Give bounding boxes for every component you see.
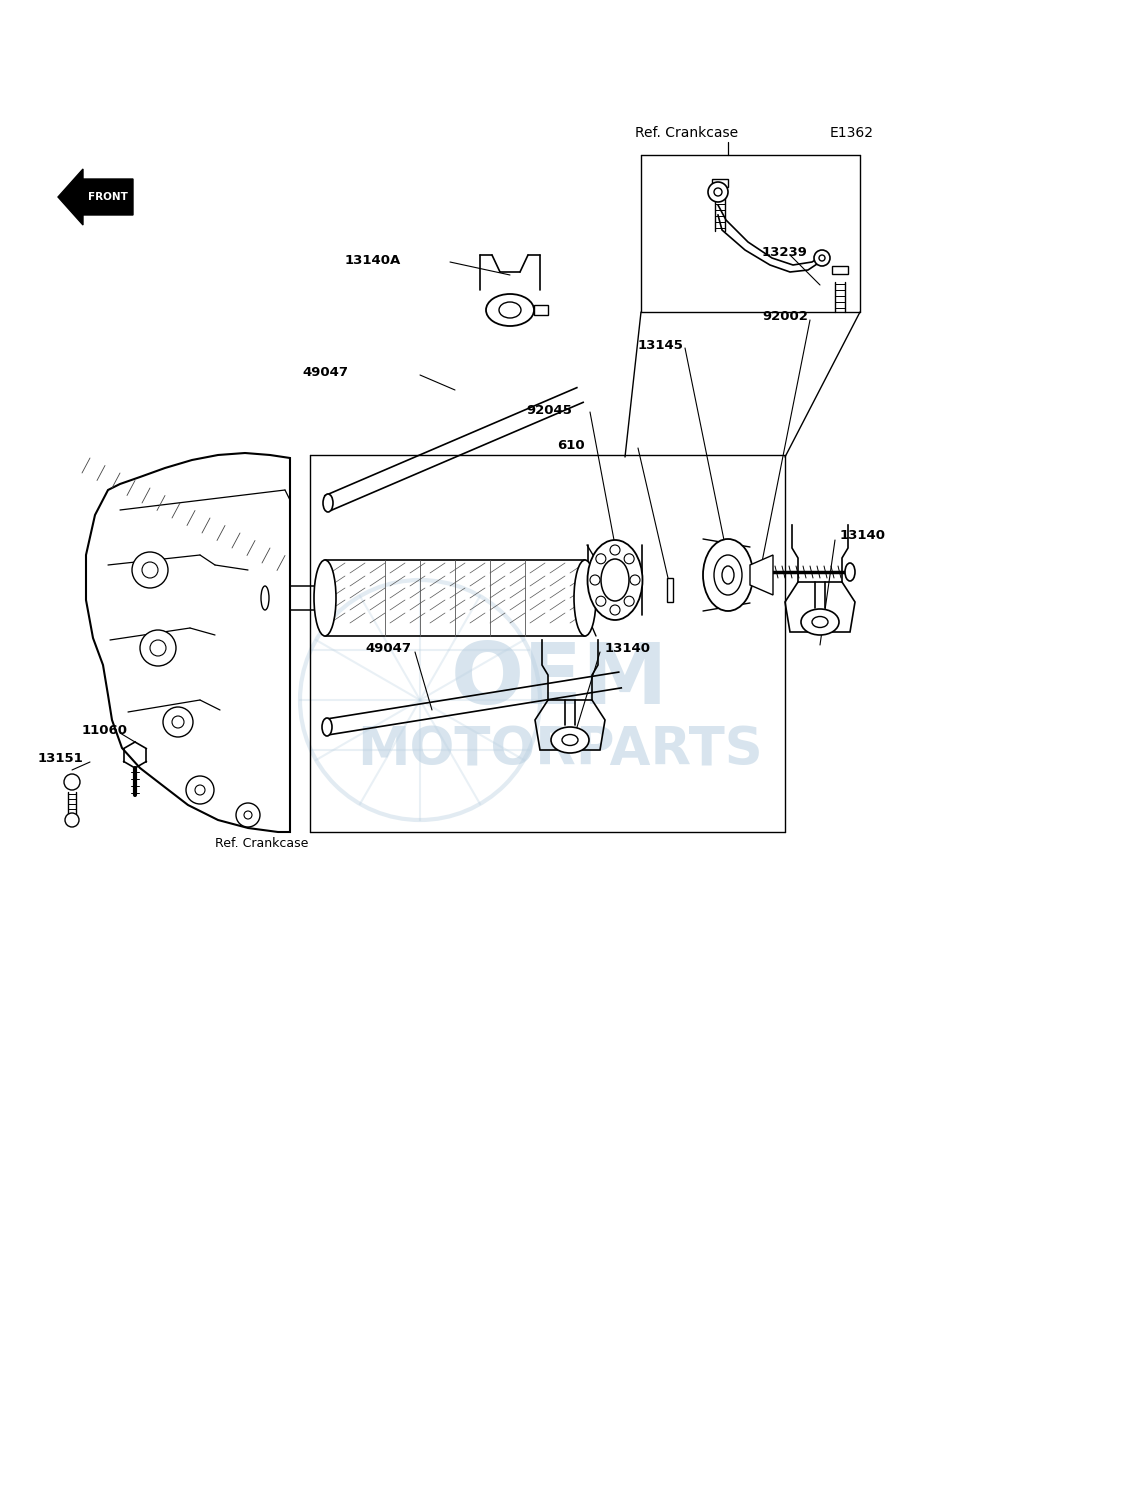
Circle shape xyxy=(172,716,184,728)
Ellipse shape xyxy=(321,717,332,735)
Text: Ref. Crankcase: Ref. Crankcase xyxy=(215,836,309,850)
Ellipse shape xyxy=(563,734,577,746)
Ellipse shape xyxy=(588,540,643,620)
Text: 13140: 13140 xyxy=(605,641,651,654)
Ellipse shape xyxy=(551,726,589,754)
Circle shape xyxy=(596,596,606,606)
Ellipse shape xyxy=(315,560,336,636)
Text: 11060: 11060 xyxy=(82,723,127,737)
Bar xyxy=(832,266,848,275)
Text: Ref. Crankcase: Ref. Crankcase xyxy=(635,126,738,140)
Circle shape xyxy=(142,561,158,578)
Text: 13239: 13239 xyxy=(762,246,808,258)
Circle shape xyxy=(596,554,606,564)
Circle shape xyxy=(610,605,620,615)
Circle shape xyxy=(590,575,600,585)
Bar xyxy=(667,578,673,602)
Ellipse shape xyxy=(812,617,828,627)
Circle shape xyxy=(625,596,634,606)
Circle shape xyxy=(625,554,634,564)
Text: 13151: 13151 xyxy=(38,752,84,764)
Polygon shape xyxy=(86,453,290,832)
Text: 610: 610 xyxy=(557,438,584,452)
Text: FRONT: FRONT xyxy=(88,192,127,203)
Bar xyxy=(712,179,728,188)
Bar xyxy=(534,305,548,315)
Circle shape xyxy=(186,776,214,805)
Text: 13140: 13140 xyxy=(840,528,886,542)
Polygon shape xyxy=(750,555,773,594)
Polygon shape xyxy=(59,170,133,225)
Text: 13140A: 13140A xyxy=(346,254,402,267)
Circle shape xyxy=(630,575,639,585)
Text: 49047: 49047 xyxy=(365,641,411,654)
Ellipse shape xyxy=(602,558,629,600)
Text: OEM: OEM xyxy=(451,638,669,722)
Circle shape xyxy=(236,803,259,827)
Circle shape xyxy=(714,188,722,197)
Ellipse shape xyxy=(486,294,534,326)
Text: 92002: 92002 xyxy=(762,309,808,323)
Ellipse shape xyxy=(323,494,333,512)
Text: 49047: 49047 xyxy=(302,366,348,378)
Circle shape xyxy=(140,630,176,666)
Ellipse shape xyxy=(722,566,734,584)
Circle shape xyxy=(65,814,79,827)
Circle shape xyxy=(132,552,168,588)
Ellipse shape xyxy=(714,555,742,594)
Ellipse shape xyxy=(845,563,855,581)
Text: 13145: 13145 xyxy=(638,339,684,351)
Circle shape xyxy=(64,775,80,790)
Circle shape xyxy=(708,182,728,203)
Ellipse shape xyxy=(574,560,596,636)
Circle shape xyxy=(610,545,620,555)
Circle shape xyxy=(245,811,253,820)
Ellipse shape xyxy=(703,539,753,611)
Circle shape xyxy=(819,255,825,261)
Circle shape xyxy=(195,785,205,796)
Ellipse shape xyxy=(801,609,839,635)
Text: MOTORPARTS: MOTORPARTS xyxy=(357,723,763,776)
Circle shape xyxy=(150,639,166,656)
Ellipse shape xyxy=(499,302,521,318)
Circle shape xyxy=(814,251,830,266)
Circle shape xyxy=(163,707,193,737)
Ellipse shape xyxy=(261,585,269,609)
Text: E1362: E1362 xyxy=(830,126,874,140)
Text: 92045: 92045 xyxy=(526,404,572,416)
